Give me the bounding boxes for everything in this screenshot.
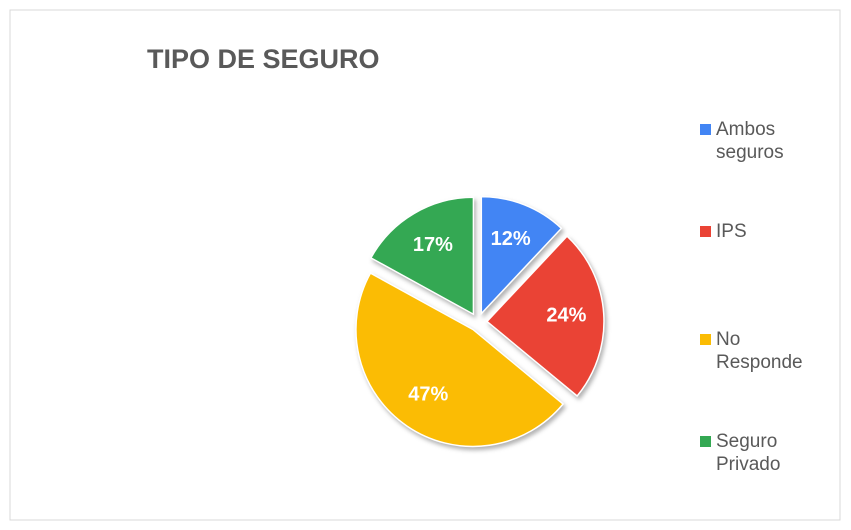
data-label: 17% (413, 234, 453, 256)
data-label: 24% (546, 305, 586, 327)
legend-item: Ambos seguros (700, 118, 824, 164)
legend-item: Seguro Privado (700, 430, 824, 476)
data-label: 47% (408, 384, 448, 406)
legend-swatch (700, 124, 711, 135)
pie-slice (480, 195, 563, 316)
chart-title: TIPO DE SEGURO (147, 44, 380, 74)
data-label: 12% (491, 228, 531, 250)
legend-swatch (700, 226, 711, 237)
pie-slice (369, 196, 475, 316)
legend-item: IPS (700, 220, 824, 243)
legend-label: Ambos seguros (716, 119, 784, 163)
pie-slice (355, 272, 565, 448)
legend-item: No Responde (700, 328, 824, 374)
legend-swatch (700, 436, 711, 447)
legend-label: Seguro Privado (716, 431, 781, 475)
legend-swatch (700, 334, 711, 345)
legend-label: IPS (716, 221, 747, 242)
legend-label: No Responde (716, 329, 803, 373)
pie-slice (485, 235, 605, 398)
